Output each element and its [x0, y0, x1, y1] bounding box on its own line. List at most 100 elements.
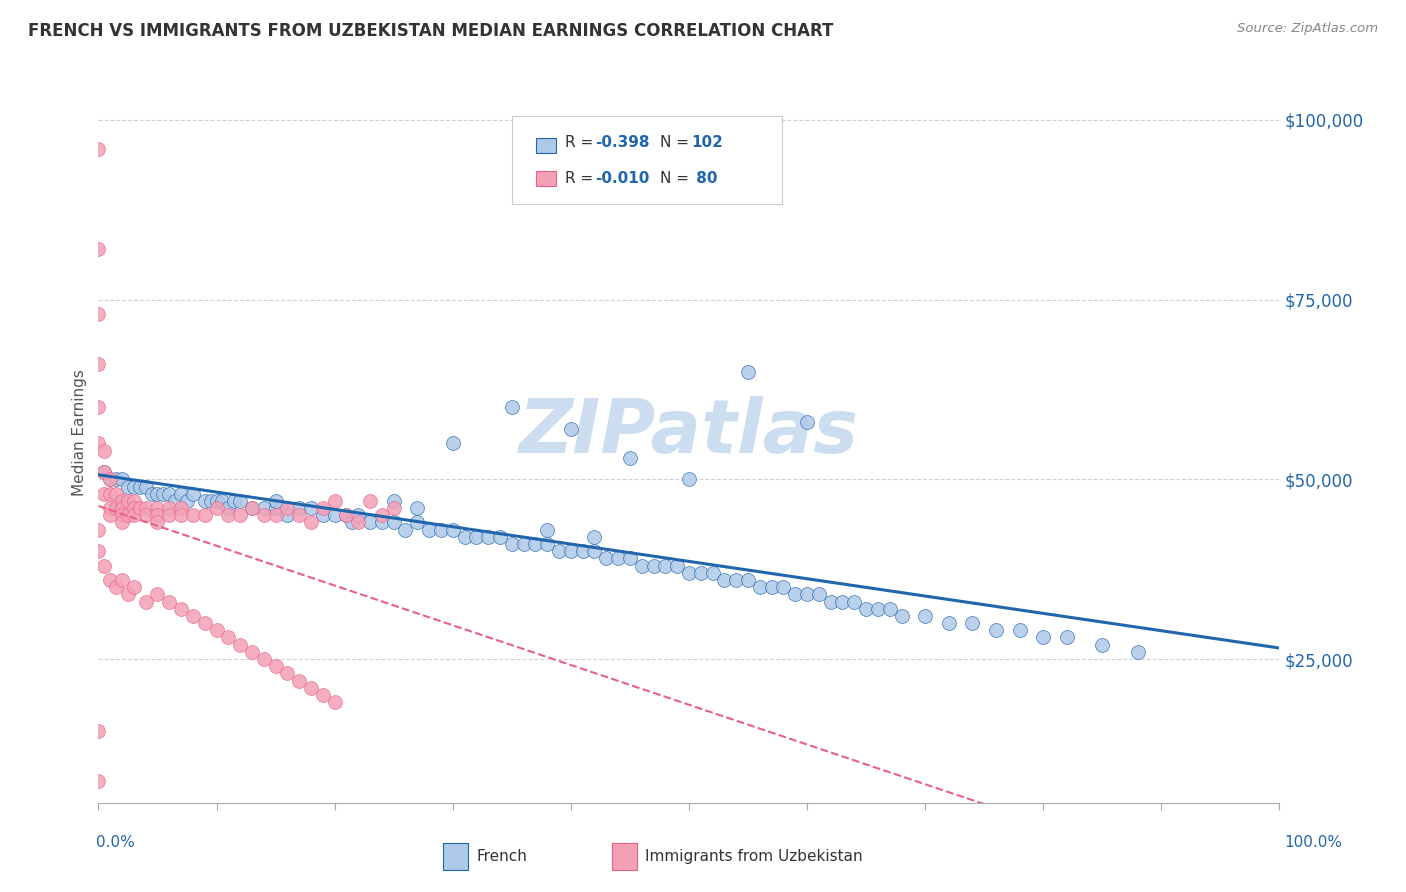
Point	[619, 450, 641, 465]
Point	[595, 551, 617, 566]
Point	[406, 501, 429, 516]
Point	[98, 573, 121, 587]
Point	[240, 501, 263, 516]
Point	[135, 508, 157, 523]
Point	[548, 544, 571, 558]
Point	[165, 494, 187, 508]
Point	[489, 530, 512, 544]
Point	[181, 608, 204, 623]
Point	[335, 508, 357, 523]
Point	[276, 508, 298, 523]
Point	[441, 523, 464, 537]
Point	[477, 530, 499, 544]
Point	[560, 544, 582, 558]
Point	[87, 436, 110, 450]
Point	[200, 494, 222, 508]
Point	[98, 472, 121, 486]
Point	[194, 494, 217, 508]
Point	[418, 523, 440, 537]
Point	[194, 508, 217, 523]
Point	[105, 486, 128, 500]
Point	[643, 558, 665, 573]
Point	[240, 501, 263, 516]
Point	[98, 472, 121, 486]
Point	[737, 573, 759, 587]
Point	[87, 544, 110, 558]
Point	[87, 774, 110, 789]
Point	[152, 486, 174, 500]
Text: N =: N =	[661, 171, 695, 186]
Point	[170, 501, 193, 516]
Point	[205, 501, 228, 516]
Point	[264, 508, 287, 523]
Point	[157, 594, 180, 608]
Point	[87, 142, 110, 156]
Point	[122, 508, 145, 523]
Point	[141, 486, 163, 500]
Point	[962, 616, 984, 631]
Point	[146, 587, 169, 601]
Point	[146, 501, 169, 516]
Point	[217, 508, 239, 523]
Point	[299, 501, 322, 516]
Point	[117, 587, 139, 601]
Point	[619, 551, 641, 566]
Point	[93, 443, 115, 458]
Point	[87, 357, 110, 371]
Point	[157, 501, 180, 516]
Point	[229, 508, 252, 523]
Point	[312, 508, 335, 523]
Point	[122, 580, 145, 594]
Point	[264, 659, 287, 673]
Text: FRENCH VS IMMIGRANTS FROM UZBEKISTAN MEDIAN EARNINGS CORRELATION CHART: FRENCH VS IMMIGRANTS FROM UZBEKISTAN MED…	[28, 22, 834, 40]
Point	[347, 508, 370, 523]
Point	[312, 688, 335, 702]
Point	[1032, 631, 1054, 645]
Point	[157, 508, 180, 523]
Point	[146, 508, 169, 523]
Point	[128, 479, 150, 493]
Point	[465, 530, 488, 544]
Text: Source: ZipAtlas.com: Source: ZipAtlas.com	[1237, 22, 1378, 36]
Point	[205, 624, 228, 638]
Point	[181, 508, 204, 523]
Point	[111, 508, 134, 523]
Point	[217, 501, 239, 516]
Point	[560, 422, 582, 436]
Point	[607, 551, 630, 566]
Point	[441, 436, 464, 450]
Point	[146, 486, 169, 500]
Point	[288, 508, 311, 523]
Text: -0.398: -0.398	[596, 135, 650, 150]
Point	[430, 523, 453, 537]
Point	[1056, 631, 1078, 645]
Point	[105, 580, 128, 594]
Point	[702, 566, 724, 580]
Point	[135, 479, 157, 493]
Point	[382, 516, 405, 530]
Point	[323, 695, 346, 709]
Point	[323, 494, 346, 508]
Point	[117, 508, 139, 523]
Text: 100.0%: 100.0%	[1285, 836, 1343, 850]
Point	[253, 508, 276, 523]
Point	[299, 681, 322, 695]
Point	[111, 501, 134, 516]
Point	[270, 501, 292, 516]
Point	[194, 616, 217, 631]
Point	[536, 523, 558, 537]
Point	[866, 601, 889, 615]
Point	[87, 307, 110, 321]
Point	[689, 566, 711, 580]
Point	[938, 616, 960, 631]
Point	[205, 494, 228, 508]
Text: French: French	[477, 849, 527, 863]
Point	[583, 544, 606, 558]
Point	[253, 501, 276, 516]
Point	[111, 494, 134, 508]
Point	[93, 465, 115, 479]
Point	[111, 516, 134, 530]
Point	[371, 508, 394, 523]
Point	[406, 516, 429, 530]
Point	[453, 530, 475, 544]
